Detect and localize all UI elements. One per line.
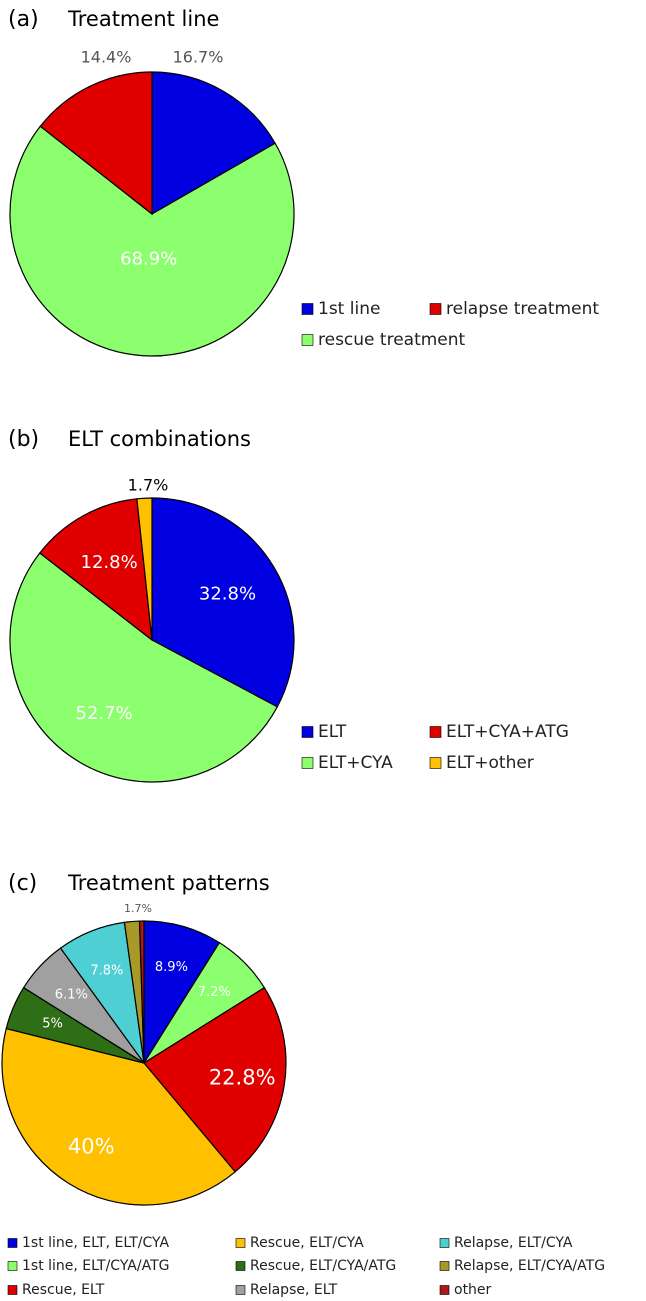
value-label: 1.7% xyxy=(124,902,152,915)
legend-label: ELT+CYA+ATG xyxy=(446,722,569,742)
legend-label: Relapse, ELT xyxy=(250,1282,338,1298)
value-label: 52.7% xyxy=(76,703,133,724)
legend-swatch xyxy=(235,1238,246,1248)
legend-swatch xyxy=(301,757,314,769)
pie-slice xyxy=(143,986,287,1173)
value-label: 16.7% xyxy=(173,48,224,67)
legend-swatch xyxy=(301,726,314,738)
value-label: 40% xyxy=(68,1134,115,1158)
value-label: 32.8% xyxy=(199,584,256,605)
legend-label: ELT+other xyxy=(446,753,534,773)
chart-title: ELT combinations xyxy=(68,427,251,451)
value-label: 68.9% xyxy=(120,248,177,269)
legend-swatch xyxy=(429,303,442,315)
legend-swatch xyxy=(429,757,442,769)
legend-label: 1st line xyxy=(318,299,380,319)
pie-slice xyxy=(151,497,295,708)
value-label: 14.4% xyxy=(81,48,132,67)
pie-slice xyxy=(151,71,276,216)
pie-slice xyxy=(39,71,153,216)
value-label: 1.7% xyxy=(128,476,169,495)
value-label: 8.9% xyxy=(155,960,188,975)
pie-slice xyxy=(136,497,153,641)
chart-title: Treatment line xyxy=(67,7,219,31)
chart-title: Treatment patterns xyxy=(67,871,270,895)
legend-label: Rescue, ELT/CYA xyxy=(250,1235,364,1251)
legend-label: ELT+CYA xyxy=(318,753,393,773)
legend-swatch xyxy=(7,1285,18,1295)
legend-swatch xyxy=(7,1261,18,1271)
legend-swatch xyxy=(429,726,442,738)
legend-label: ELT xyxy=(318,722,347,742)
legend-swatch xyxy=(439,1285,450,1295)
legend-swatch xyxy=(235,1285,246,1295)
pie-slice xyxy=(1,1027,237,1206)
legend-label: Relapse, ELT/CYA xyxy=(454,1235,573,1251)
panel-label: (b) xyxy=(8,427,39,452)
panel-label: (a) xyxy=(8,7,39,32)
legend-swatch xyxy=(301,303,314,315)
value-label: 7.8% xyxy=(90,963,123,978)
legend-label: other xyxy=(454,1282,492,1298)
pie-slice xyxy=(38,498,153,642)
legend-swatch xyxy=(439,1238,450,1248)
value-label: 5% xyxy=(42,1017,63,1032)
value-label: 7.2% xyxy=(198,985,231,1000)
pie-slice xyxy=(9,125,295,357)
value-label: 22.8% xyxy=(209,1066,276,1090)
pie-slice xyxy=(9,552,279,783)
value-label: 12.8% xyxy=(81,552,138,573)
legend-label: 1st line, ELT, ELT/CYA xyxy=(22,1235,169,1251)
legend-swatch xyxy=(439,1261,450,1271)
legend-label: 1st line, ELT/CYA/ATG xyxy=(22,1258,169,1274)
legend-swatch xyxy=(7,1238,18,1248)
legend-label: Rescue, ELT xyxy=(22,1282,105,1298)
legend-label: rescue treatment xyxy=(318,330,466,350)
pie-slice xyxy=(138,920,145,1064)
legend-swatch xyxy=(235,1261,246,1271)
value-label: 6.1% xyxy=(55,988,88,1003)
legend-label: Rescue, ELT/CYA/ATG xyxy=(250,1258,396,1274)
panel-label: (c) xyxy=(8,871,37,896)
legend-label: relapse treatment xyxy=(446,299,599,319)
legend-swatch xyxy=(301,334,314,346)
legend-label: Relapse, ELT/CYA/ATG xyxy=(454,1258,605,1274)
